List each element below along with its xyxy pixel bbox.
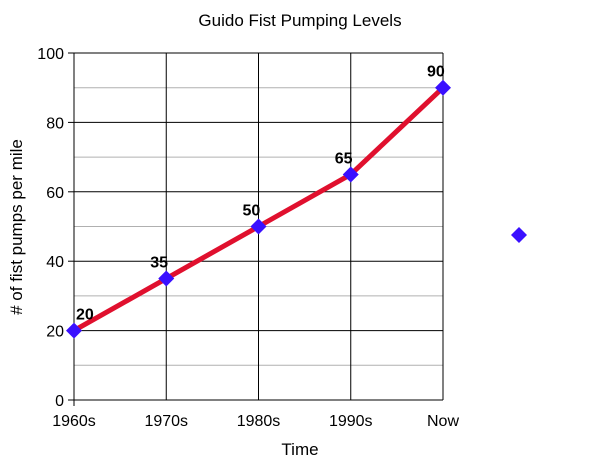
data-label: 50 [243, 203, 261, 220]
x-tick-label: Now [427, 413, 459, 430]
x-tick-labels: 1960s 1970s 1980s 1990s Now [52, 413, 459, 430]
data-label: 65 [335, 150, 353, 167]
y-tick-label: 60 [46, 185, 64, 202]
markers [66, 79, 451, 339]
x-tick-label: 1960s [52, 413, 96, 430]
data-point-marker [158, 270, 175, 287]
legend-marker [511, 227, 527, 243]
x-axis-label: Time [281, 440, 318, 459]
data-label: 90 [427, 64, 445, 81]
data-point-marker [435, 79, 451, 96]
plot-area: 0 20 40 60 80 100 1960s 1970s 1980s 1990s Now 20 3… [37, 46, 459, 430]
y-tick-label: 20 [46, 324, 64, 341]
x-tick-label: 1970s [144, 413, 188, 430]
chart-title: Guido Fist Pumping Levels [198, 11, 401, 30]
data-label: 20 [76, 307, 94, 324]
data-labels: 20 35 50 65 90 [76, 64, 445, 324]
data-point-marker [66, 322, 82, 339]
y-tick-label: 40 [46, 254, 64, 271]
data-label: 35 [150, 255, 168, 272]
x-tick-label: 1990s [329, 413, 373, 430]
legend [511, 227, 527, 243]
y-axis-label: # of fist pumps per mile [7, 139, 26, 315]
y-tick-label: 100 [37, 46, 64, 63]
y-tick-label: 0 [55, 393, 64, 410]
x-tick-label: 1980s [237, 413, 281, 430]
axes [68, 52, 443, 406]
y-tick-labels: 0 20 40 60 80 100 [37, 46, 64, 410]
data-point-marker [250, 218, 267, 235]
data-point-marker [342, 166, 359, 183]
y-tick-label: 80 [46, 115, 64, 132]
